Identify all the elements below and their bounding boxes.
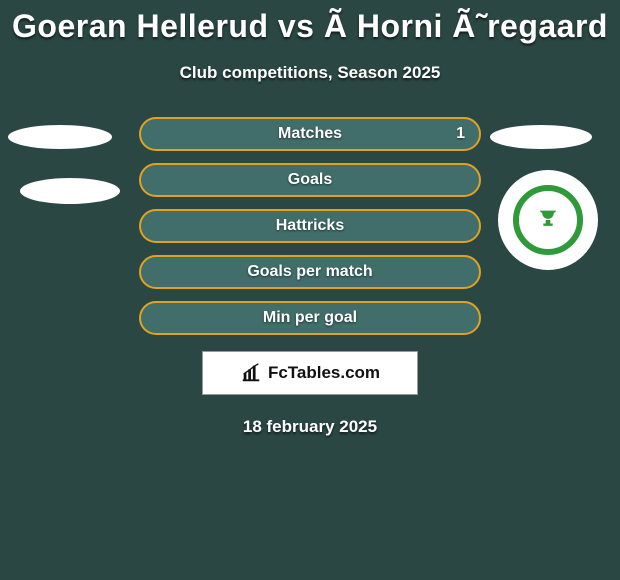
page-title: Goeran Hellerud vs Ã Horni Ã˜regaard [0, 0, 620, 45]
trophy-icon [534, 206, 562, 234]
stat-bar-label: Goals [288, 171, 332, 189]
club-crest [498, 170, 598, 270]
stat-bar: Min per goal [139, 301, 481, 335]
stat-bar-right-value: 1 [456, 125, 465, 143]
brand-text: FcTables.com [268, 363, 380, 383]
stat-bar: Goals per match [139, 255, 481, 289]
stat-bar: Hattricks [139, 209, 481, 243]
stat-bar-label: Matches [278, 125, 342, 143]
bar-chart-icon [240, 362, 262, 384]
stat-bar: Matches 1 [139, 117, 481, 151]
club-crest-ring [513, 185, 583, 255]
left-avatar-shape-2 [20, 178, 120, 204]
right-avatar-shape [490, 125, 592, 149]
brand-box: FcTables.com [202, 351, 418, 395]
left-avatar-shape-1 [8, 125, 112, 149]
stat-bar-label: Hattricks [276, 217, 344, 235]
date-label: 18 february 2025 [0, 417, 620, 437]
subtitle: Club competitions, Season 2025 [0, 63, 620, 83]
stat-bar-label: Min per goal [263, 309, 357, 327]
stat-bar-label: Goals per match [247, 263, 372, 281]
stat-bar: Goals [139, 163, 481, 197]
